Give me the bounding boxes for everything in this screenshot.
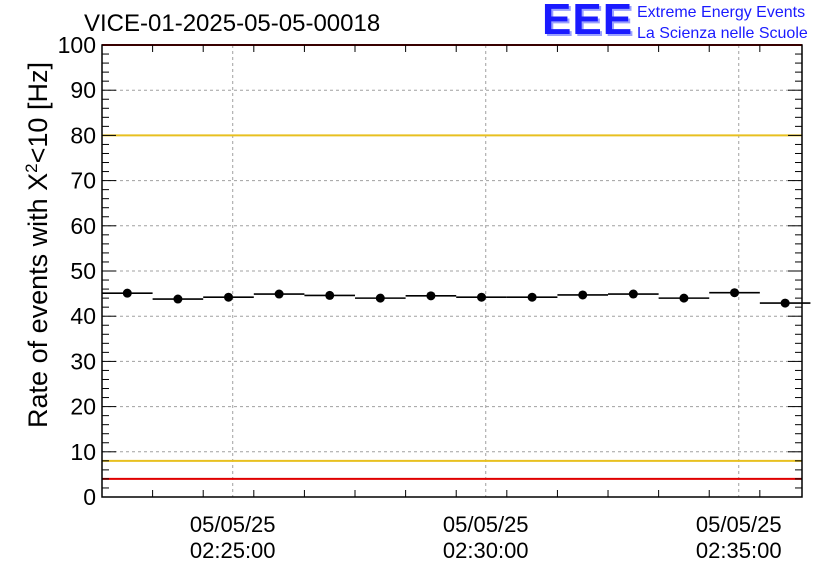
data-point xyxy=(325,290,335,300)
logo-line-1: Extreme Energy Events xyxy=(637,4,806,21)
data-point xyxy=(730,288,740,298)
y-tick-label: 50 xyxy=(70,258,96,284)
data-point xyxy=(628,289,638,299)
y-tick-label: 20 xyxy=(70,394,96,420)
y-tick-label: 30 xyxy=(70,348,96,374)
chart-title: VICE-01-2025-05-05-00018 xyxy=(84,10,381,37)
y-tick-label: 80 xyxy=(70,122,96,148)
y-tick-label: 100 xyxy=(58,32,96,58)
data-point xyxy=(122,288,132,298)
data-point xyxy=(426,291,436,301)
x-tick-label-date: 05/05/25 xyxy=(443,512,529,537)
y-tick-label: 90 xyxy=(70,77,96,103)
y-tick-label: 40 xyxy=(70,303,96,329)
data-point xyxy=(224,292,234,302)
data-point xyxy=(527,292,537,302)
data-point xyxy=(375,293,385,303)
y-tick-label: 60 xyxy=(70,213,96,239)
logo-line-2: La Scienza nelle Scuole xyxy=(637,25,808,42)
data-point xyxy=(274,289,284,299)
x-tick-label-time: 02:25:00 xyxy=(190,538,276,563)
y-tick-label: 70 xyxy=(70,168,96,194)
data-point xyxy=(578,290,588,300)
x-tick-label-time: 02:30:00 xyxy=(443,538,529,563)
eee-logo: EEE Extreme Energy Events La Scienza nel… xyxy=(542,0,832,44)
x-tick-label-date: 05/05/25 xyxy=(696,512,782,537)
y-tick-label: 10 xyxy=(70,439,96,465)
data-point xyxy=(173,294,183,304)
eee-logo-mark: EEE xyxy=(542,0,634,44)
x-tick-label-time: 02:35:00 xyxy=(696,538,782,563)
data-point xyxy=(477,292,487,302)
data-point xyxy=(780,298,790,308)
x-tick-label-date: 05/05/25 xyxy=(190,512,276,537)
y-tick-label: 0 xyxy=(83,484,96,510)
data-point xyxy=(679,293,689,303)
